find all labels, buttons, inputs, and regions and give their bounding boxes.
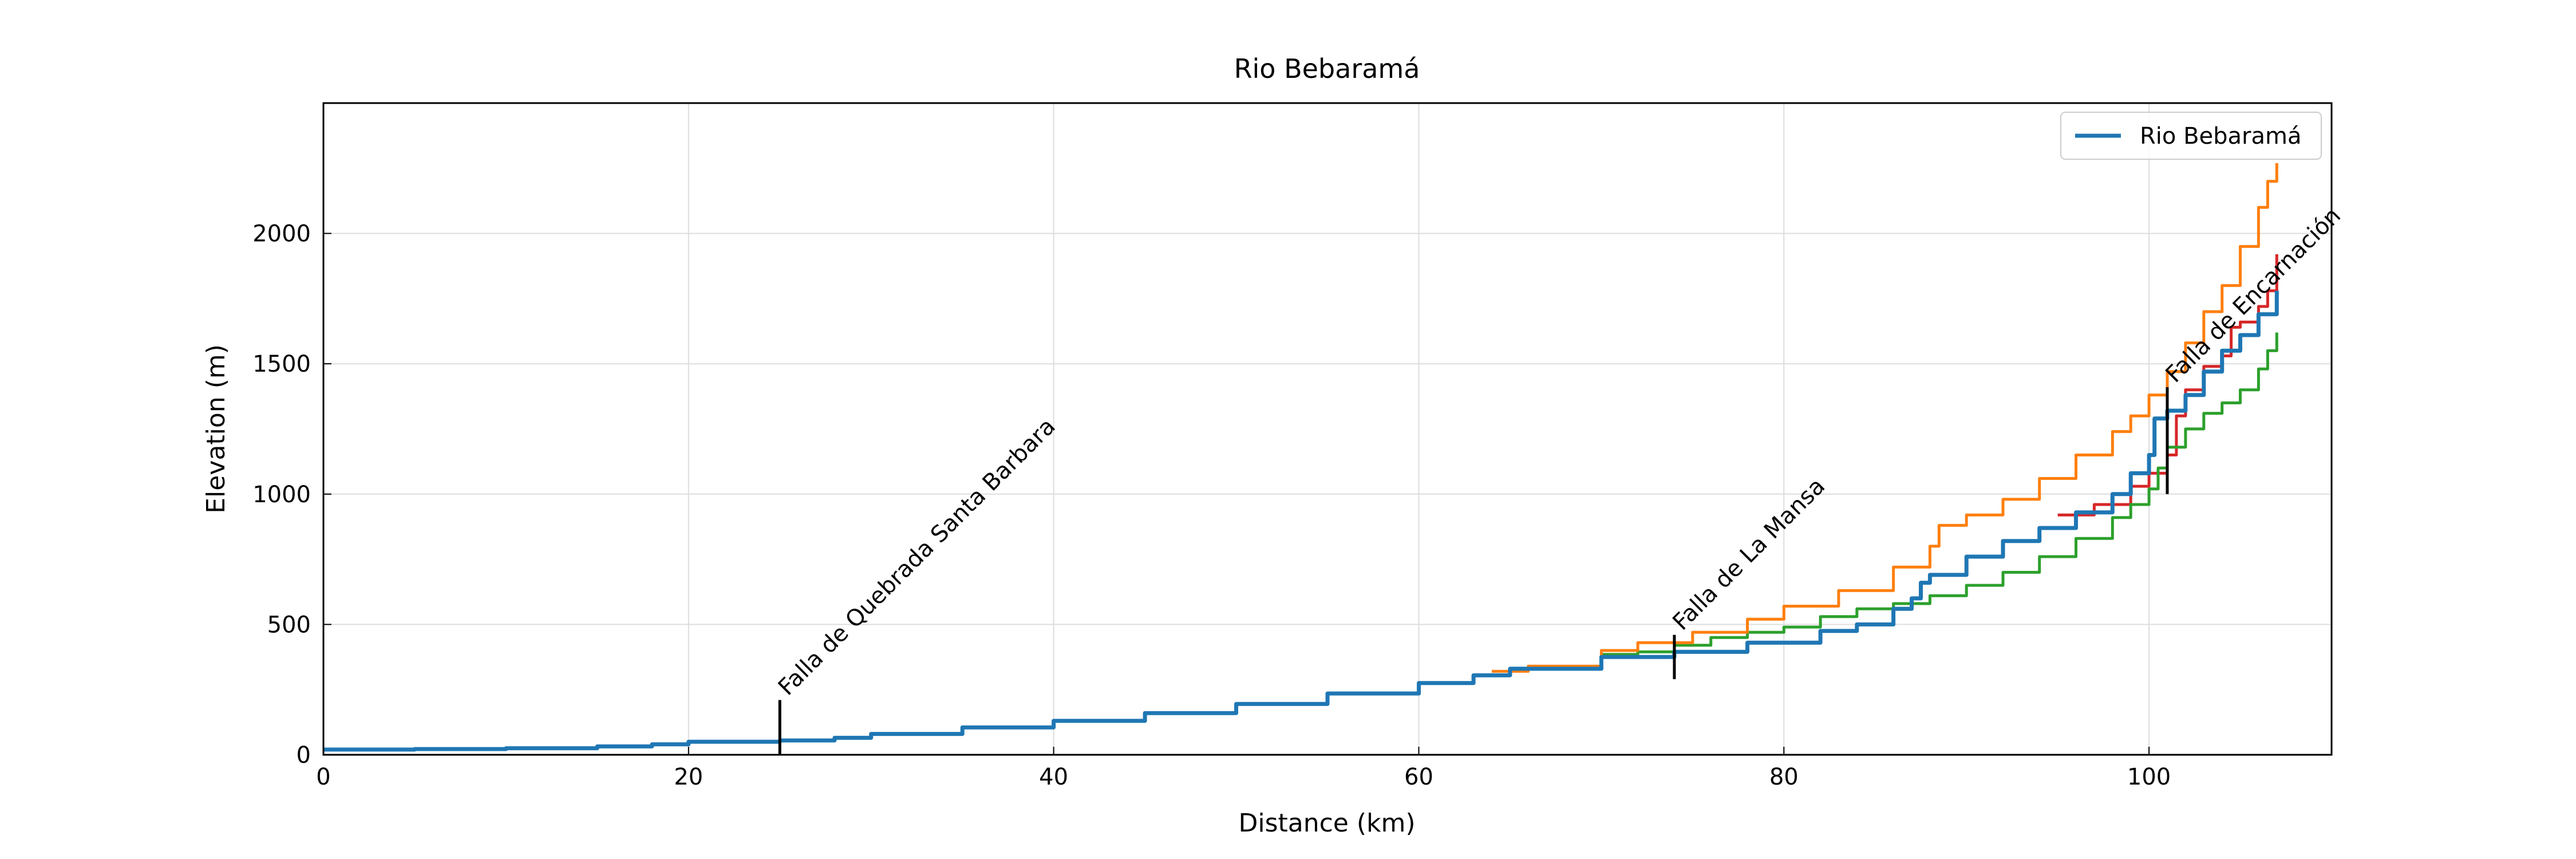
- x-tick-label: 100: [2127, 764, 2171, 790]
- x-tick-label: 0: [316, 764, 330, 790]
- series-layer: [323, 163, 2279, 752]
- y-tick-label: 0: [297, 742, 311, 769]
- x-axis-ticks: 0 20 40 60 80 100: [316, 747, 2171, 790]
- y-axis-label: Elevation (m): [202, 344, 231, 514]
- y-tick-label: 500: [267, 612, 311, 638]
- grid-lines: [323, 103, 2332, 755]
- plot-area-frame: [322, 102, 2333, 756]
- y-axis-ticks: 0 500 1000 1500 2000: [252, 221, 331, 769]
- series-line-0: [323, 290, 2279, 752]
- x-tick-label: 60: [1404, 764, 1433, 790]
- legend-box: [2060, 112, 2322, 160]
- annotation-layer: Falla de Quebrada Santa Barbara Falla de …: [773, 203, 2346, 755]
- chart-title: Rio Bebaramá: [1234, 53, 1420, 84]
- series-line-1: [1492, 163, 2278, 673]
- x-axis-label: Distance (km): [1238, 809, 1415, 838]
- series-line-2: [1601, 332, 2278, 656]
- y-tick-label: 2000: [252, 221, 311, 247]
- fault-label: Falla de La Mansa: [1668, 473, 1830, 636]
- legend-label: Rio Bebaramá: [2140, 123, 2301, 149]
- x-tick-label: 20: [674, 764, 703, 790]
- x-tick-label: 40: [1039, 764, 1068, 790]
- y-tick-label: 1500: [252, 351, 311, 377]
- fault-label: Falla de Encarnación: [2161, 203, 2346, 388]
- x-tick-label: 80: [1769, 764, 1799, 790]
- fault-label: Falla de Quebrada Santa Barbara: [773, 413, 1061, 701]
- legend: Rio Bebaramá: [2060, 112, 2322, 160]
- y-tick-label: 1000: [252, 482, 311, 508]
